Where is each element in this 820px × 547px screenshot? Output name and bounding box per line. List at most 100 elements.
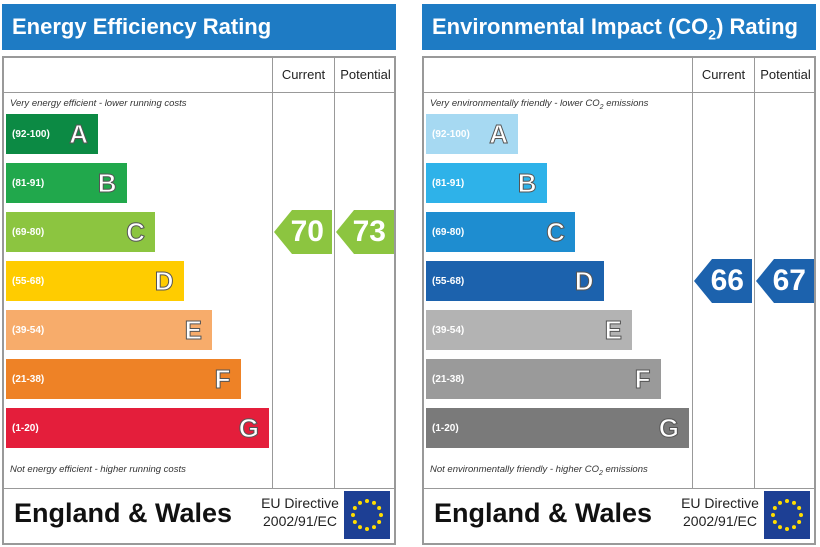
potential-column-header: Potential <box>340 67 391 82</box>
eu-flag-star <box>778 500 782 505</box>
eu-flag-star <box>785 527 789 531</box>
eu-flag-star <box>372 500 376 505</box>
band-letter-label: F <box>214 363 231 394</box>
band-range-label: (92-100) <box>432 128 470 140</box>
band-letter-label: F <box>634 363 651 394</box>
header-divider <box>424 92 814 93</box>
rating-table: Current Potential Very environmentally f… <box>422 56 816 545</box>
eu-directive-label: EU Directive 2002/91/EC <box>258 494 342 530</box>
band-d: (55-68) D <box>6 261 184 301</box>
eu-flag-field <box>344 491 390 539</box>
band-letter-label: A <box>489 118 509 149</box>
panel-title: Energy Efficiency Rating <box>2 4 396 50</box>
country-label: England & Wales <box>434 498 653 528</box>
band-f: (21-38) F <box>6 359 241 399</box>
band-range-label: (81-91) <box>12 177 45 189</box>
column-divider <box>692 58 693 488</box>
band-letter-label: C <box>126 216 146 247</box>
band-letter-label: A <box>69 118 89 149</box>
band-letter-label: B <box>97 167 117 198</box>
eu-flag-field <box>764 491 810 539</box>
eu-flag-star <box>365 527 369 531</box>
band-letter-label: D <box>154 265 174 296</box>
band-range-label: (1-20) <box>432 422 459 434</box>
panel-title: Environmental Impact (CO2) Rating <box>422 4 816 50</box>
column-divider <box>272 58 273 488</box>
eu-flag-icon <box>344 491 390 539</box>
band-g: (1-20) G <box>426 408 689 448</box>
current-rating-arrow: 70 <box>274 210 332 254</box>
band-e: (39-54) E <box>426 310 632 350</box>
eu-flag-star <box>372 525 376 530</box>
eu-flag-star <box>797 506 802 510</box>
eu-flag-star <box>358 525 362 530</box>
potential-column-header: Potential <box>760 67 811 82</box>
bottom-note: Not energy efficient - higher running co… <box>10 464 186 475</box>
eu-flag-star <box>785 499 789 503</box>
band-range-label: (69-80) <box>432 226 465 238</box>
band-g: (1-20) G <box>6 408 269 448</box>
eu-flag-star <box>797 520 802 524</box>
eu-flag-star <box>377 506 382 510</box>
band-letter-label: B <box>517 167 537 198</box>
eu-flag-star <box>799 513 803 517</box>
band-a: (92-100) A <box>426 114 518 154</box>
current-column-header: Current <box>281 67 326 82</box>
band-range-label: (21-38) <box>12 373 45 385</box>
eu-flag-star <box>352 520 357 524</box>
band-letter-label: E <box>604 314 622 345</box>
footer-divider <box>424 488 814 489</box>
band-letter-label: G <box>238 412 259 443</box>
environmental-impact-panel: Environmental Impact (CO2) Rating Curren… <box>422 0 820 547</box>
band-range-label: (81-91) <box>432 177 465 189</box>
band-letter-label: C <box>546 216 566 247</box>
country-label: England & Wales <box>14 498 233 528</box>
eu-flag-star <box>772 506 777 510</box>
directive-line: 2002/91/EC <box>683 513 757 529</box>
directive-line: 2002/91/EC <box>263 513 337 529</box>
directive-line: EU Directive <box>261 495 339 511</box>
header-divider <box>4 92 394 93</box>
eu-flag-star <box>792 525 796 530</box>
band-letter-label: G <box>658 412 679 443</box>
rating-table: Current Potential Very energy efficient … <box>2 56 396 545</box>
column-divider <box>334 58 335 488</box>
eu-flag-star <box>352 506 357 510</box>
eu-flag-star <box>377 520 382 524</box>
band-range-label: (21-38) <box>432 373 465 385</box>
band-range-label: (55-68) <box>12 275 45 287</box>
eu-flag-star <box>351 513 355 517</box>
footer-divider <box>4 488 394 489</box>
top-note: Very energy efficient - lower running co… <box>10 98 187 109</box>
eu-flag-star <box>778 525 782 530</box>
band-range-label: (39-54) <box>432 324 465 336</box>
band-range-label: (55-68) <box>432 275 465 287</box>
band-range-label: (69-80) <box>12 226 45 238</box>
band-c: (69-80) C <box>6 212 155 252</box>
eu-flag-star <box>365 499 369 503</box>
band-f: (21-38) F <box>426 359 661 399</box>
top-note: Very environmentally friendly - lower CO… <box>430 98 649 111</box>
band-range-label: (92-100) <box>12 128 50 140</box>
eu-flag-star <box>358 500 362 505</box>
band-a: (92-100) A <box>6 114 98 154</box>
band-range-label: (1-20) <box>12 422 39 434</box>
band-range-label: (39-54) <box>12 324 45 336</box>
energy-efficiency-panel: Energy Efficiency Rating Current Potenti… <box>2 0 400 547</box>
bottom-note: Not environmentally friendly - higher CO… <box>430 464 648 477</box>
current-rating-arrow: 66 <box>694 259 752 303</box>
eu-flag-star <box>771 513 775 517</box>
eu-flag-star <box>772 520 777 524</box>
current-column-header: Current <box>701 67 746 82</box>
potential-rating-arrow: 67 <box>756 259 814 303</box>
band-c: (69-80) C <box>426 212 575 252</box>
band-e: (39-54) E <box>6 310 212 350</box>
band-b: (81-91) B <box>6 163 127 203</box>
column-divider <box>754 58 755 488</box>
directive-line: EU Directive <box>681 495 759 511</box>
eu-flag-star <box>792 500 796 505</box>
eu-flag-icon <box>764 491 810 539</box>
band-letter-label: E <box>184 314 202 345</box>
band-b: (81-91) B <box>426 163 547 203</box>
potential-rating-arrow: 73 <box>336 210 394 254</box>
